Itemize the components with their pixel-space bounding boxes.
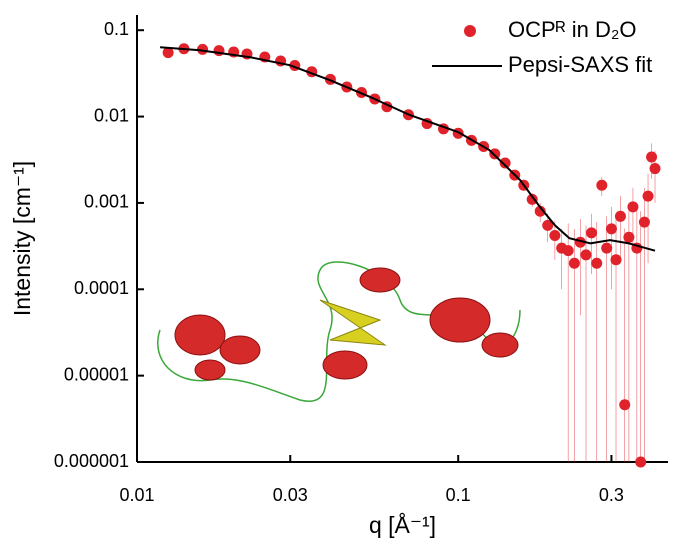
data-point: [549, 229, 561, 241]
data-point: [585, 227, 597, 239]
data-point: [213, 45, 225, 57]
x-axis-label: q [Å⁻¹]: [369, 511, 436, 538]
y-tick-label: 0.000001: [54, 451, 129, 471]
data-point: [162, 47, 174, 59]
data-point: [562, 245, 574, 257]
data-point: [623, 231, 635, 243]
data-point: [627, 201, 639, 213]
data-point: [591, 257, 603, 269]
data-point: [197, 43, 209, 55]
data-point: [638, 216, 650, 228]
x-tick-label: 0.3: [599, 485, 624, 505]
x-tick-label: 0.03: [273, 485, 308, 505]
y-axis-label: Intensity [cm⁻¹]: [9, 161, 35, 316]
y-tick-label: 0.001: [84, 192, 129, 212]
x-tick-label: 0.1: [446, 485, 471, 505]
x-tick-label: 0.01: [119, 485, 154, 505]
data-point: [601, 242, 613, 254]
legend-marker: [464, 25, 476, 37]
data-point: [635, 456, 647, 468]
protein-illustration: [157, 261, 521, 403]
y-tick-label: 0.00001: [64, 364, 129, 384]
y-tick-label: 0.0001: [74, 278, 129, 298]
data-point: [534, 205, 546, 217]
data-point: [605, 223, 617, 235]
data-point: [580, 249, 592, 261]
data-point: [542, 219, 554, 231]
data-point: [596, 179, 608, 191]
y-tick-label: 0.01: [94, 105, 129, 125]
scatter-series: [162, 43, 661, 468]
data-point: [489, 148, 501, 160]
data-point: [642, 190, 654, 202]
data-point: [614, 210, 626, 222]
fit-line: [160, 46, 656, 252]
data-point: [649, 163, 661, 175]
data-point: [568, 257, 580, 269]
data-point: [610, 254, 622, 266]
data-point: [619, 399, 631, 411]
legend-label: Pepsi-SAXS fit: [508, 52, 652, 77]
data-point: [526, 193, 538, 205]
legend-label: OCPᴿ in D₂O: [508, 17, 637, 42]
data-point: [646, 151, 658, 163]
y-tick-label: 0.1: [104, 19, 129, 39]
data-point: [499, 157, 511, 169]
